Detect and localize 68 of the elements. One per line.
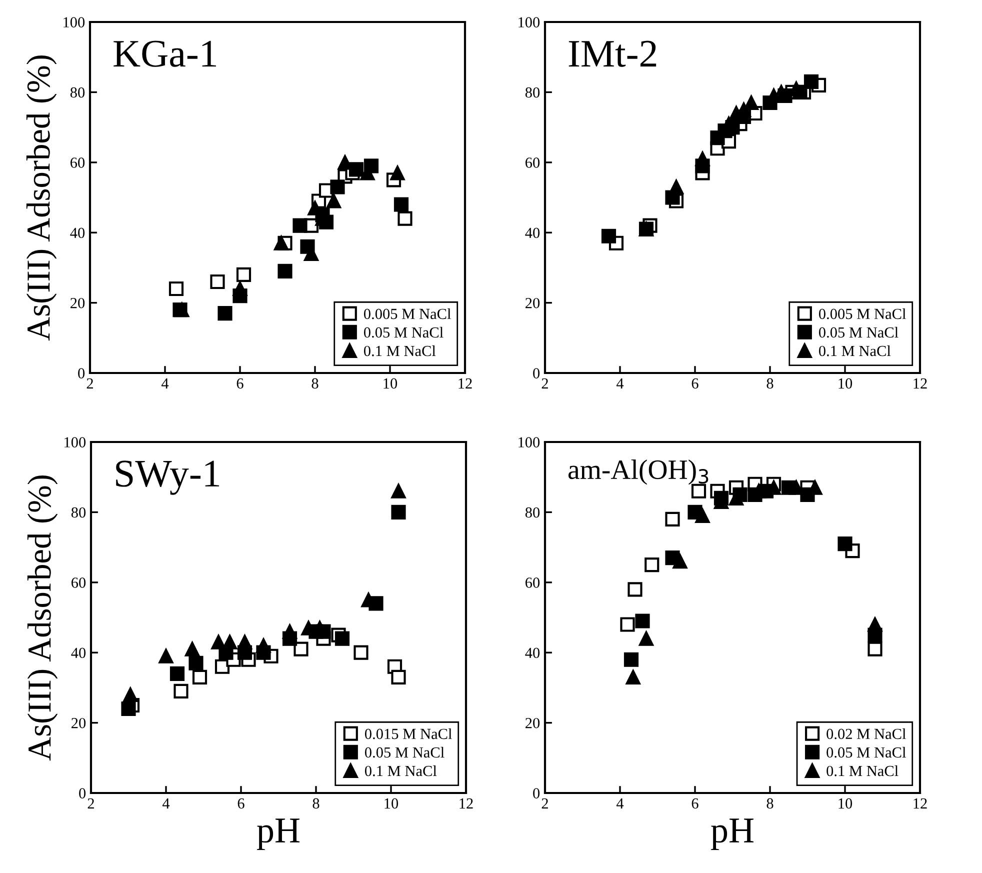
y-tick-label: 20: [72, 718, 86, 728]
y-tick-label: 100: [518, 17, 540, 28]
legend-label: 0.1 M NaCl: [818, 345, 891, 356]
x-tick-label: 8: [766, 798, 774, 809]
y-tick-label: 100: [64, 17, 85, 28]
y-tick-label: 0: [78, 368, 85, 378]
y-tick-label: 20: [526, 718, 540, 728]
legend-label: 0.015 M NaCl: [364, 728, 452, 740]
legend-label: 0.05 M NaCl: [364, 746, 444, 758]
legend-label: 0.005 M NaCl: [818, 308, 906, 320]
legend-label: 0.05 M NaCl: [826, 746, 906, 758]
x-axis-title: pH: [257, 818, 300, 850]
legend-label: 0.02 M NaCl: [826, 728, 906, 740]
x-tick-label: 6: [692, 798, 698, 809]
y-tick-label: 0: [79, 788, 86, 798]
x-tick-label: 4: [616, 798, 624, 808]
y-tick-label: 60: [526, 578, 540, 588]
chart-title: KGa-1: [114, 40, 216, 67]
x-tick-label: 2: [542, 798, 548, 808]
legend-label: 0.05 M NaCl: [818, 326, 898, 338]
y-tick-label: 80: [70, 87, 85, 98]
x-tick-label: 10: [384, 798, 398, 809]
x-tick-label: 10: [384, 378, 398, 389]
legend-label: 0.1 M NaCl: [364, 765, 437, 776]
legend-label: 0.05 M NaCl: [364, 326, 444, 338]
x-tick-label: 6: [238, 798, 244, 809]
y-tick-label: 80: [525, 507, 540, 518]
y-tick-label: 0: [533, 788, 540, 798]
y-tick-label: 100: [64, 437, 86, 448]
x-tick-label: 12: [458, 378, 472, 388]
y-tick-label: 60: [72, 578, 86, 588]
x-tick-label: 8: [312, 378, 318, 389]
text: am-Al(OH)$_{3}$: [568, 460, 708, 485]
y-tick-label: 40: [525, 648, 540, 658]
y-axis-title: As(III) Adsorbed (%): [26, 55, 57, 341]
legend-label: 0.005 M NaCl: [364, 308, 451, 320]
y-tick-label: 60: [526, 158, 540, 168]
legend-label: 0.1 M NaCl: [364, 345, 436, 356]
x-tick-label: 4: [616, 378, 624, 388]
x-tick-label: 2: [86, 378, 93, 388]
x-tick-label: 12: [914, 798, 927, 808]
y-tick-label: 40: [525, 228, 540, 238]
x-tick-label: 2: [88, 798, 94, 808]
x-tick-label: 12: [914, 378, 927, 388]
y-tick-label: 80: [71, 507, 86, 518]
y-tick-label: 0: [533, 368, 540, 378]
x-tick-label: 6: [236, 378, 244, 389]
x-tick-label: 10: [838, 798, 852, 809]
y-tick-label: 40: [71, 648, 86, 658]
chart-title: SWy-1: [116, 460, 220, 495]
y-tick-label: 40: [70, 228, 85, 238]
y-axis-title: As(III) Adsorbed (%): [27, 475, 58, 761]
y-tick-label: 80: [525, 87, 540, 98]
x-tick-label: 8: [766, 378, 774, 389]
legend-label: 0.1 M NaCl: [826, 765, 898, 776]
x-tick-label: 6: [692, 378, 698, 389]
x-tick-label: 12: [460, 798, 473, 808]
x-tick-label: 10: [838, 378, 852, 389]
y-tick-label: 100: [518, 437, 540, 448]
x-tick-label: 4: [161, 378, 169, 388]
y-tick-label: 60: [70, 158, 85, 168]
y-tick-label: 20: [526, 298, 540, 308]
x-tick-label: 8: [312, 798, 320, 809]
x-tick-label: 2: [542, 378, 548, 388]
y-tick-label: 20: [70, 298, 85, 308]
x-axis-title: pH: [711, 818, 754, 850]
chart-title: IMt-2: [568, 40, 656, 67]
x-tick-label: 4: [162, 798, 170, 808]
